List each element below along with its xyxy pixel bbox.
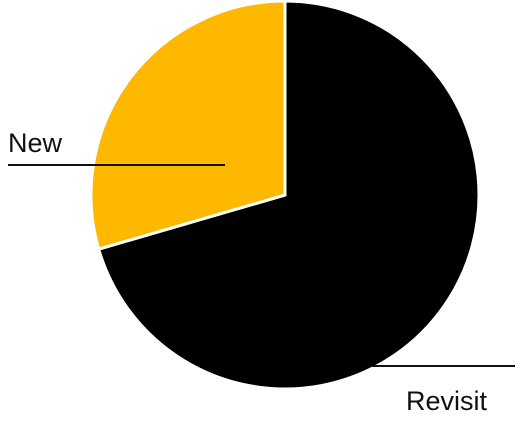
slice-label-revisit: Revisit [406, 386, 488, 416]
pie-slice-new [89, 0, 287, 251]
slice-label-new: New [8, 128, 63, 158]
pie-slice-revisit [97, 0, 481, 391]
pie-slices [89, 0, 481, 391]
